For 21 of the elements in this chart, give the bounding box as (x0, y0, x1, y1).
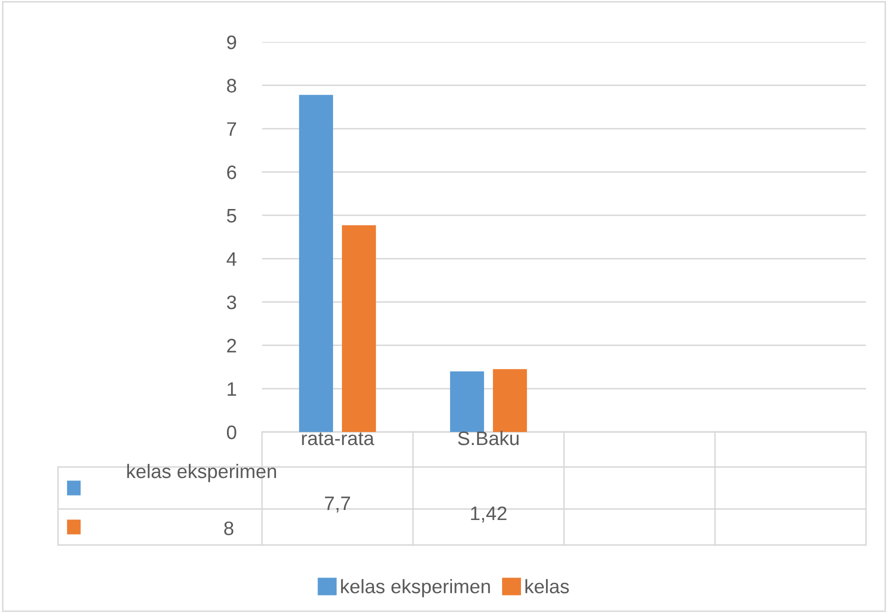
y-tick-label: 9 (227, 35, 236, 50)
y-tick-label: 6 (227, 165, 236, 180)
legend-label: kelas eksperimen (341, 579, 490, 598)
y-tick-label: 7 (227, 122, 236, 136)
bar (299, 94, 334, 432)
x-tick-label: S.Baku (458, 430, 519, 446)
y-tick-label: 0 (226, 425, 236, 440)
legend-label: kelas (525, 579, 569, 594)
x-tick-label: rata-rata (302, 432, 374, 446)
y-tick-label: 1 (228, 382, 236, 396)
y-tick-label: 8 (227, 78, 236, 93)
text: 7,7 (324, 496, 350, 513)
y-tick-label: 3 (226, 295, 236, 310)
text: kelas eksperimen (127, 464, 276, 482)
y-tick-label: 5 (226, 209, 236, 223)
y-tick-label: 4 (226, 252, 236, 266)
bar (450, 371, 484, 432)
bar (342, 225, 376, 432)
y-tick-label: 2 (227, 338, 236, 352)
text: 1,42 (471, 506, 506, 523)
bar (492, 369, 527, 432)
